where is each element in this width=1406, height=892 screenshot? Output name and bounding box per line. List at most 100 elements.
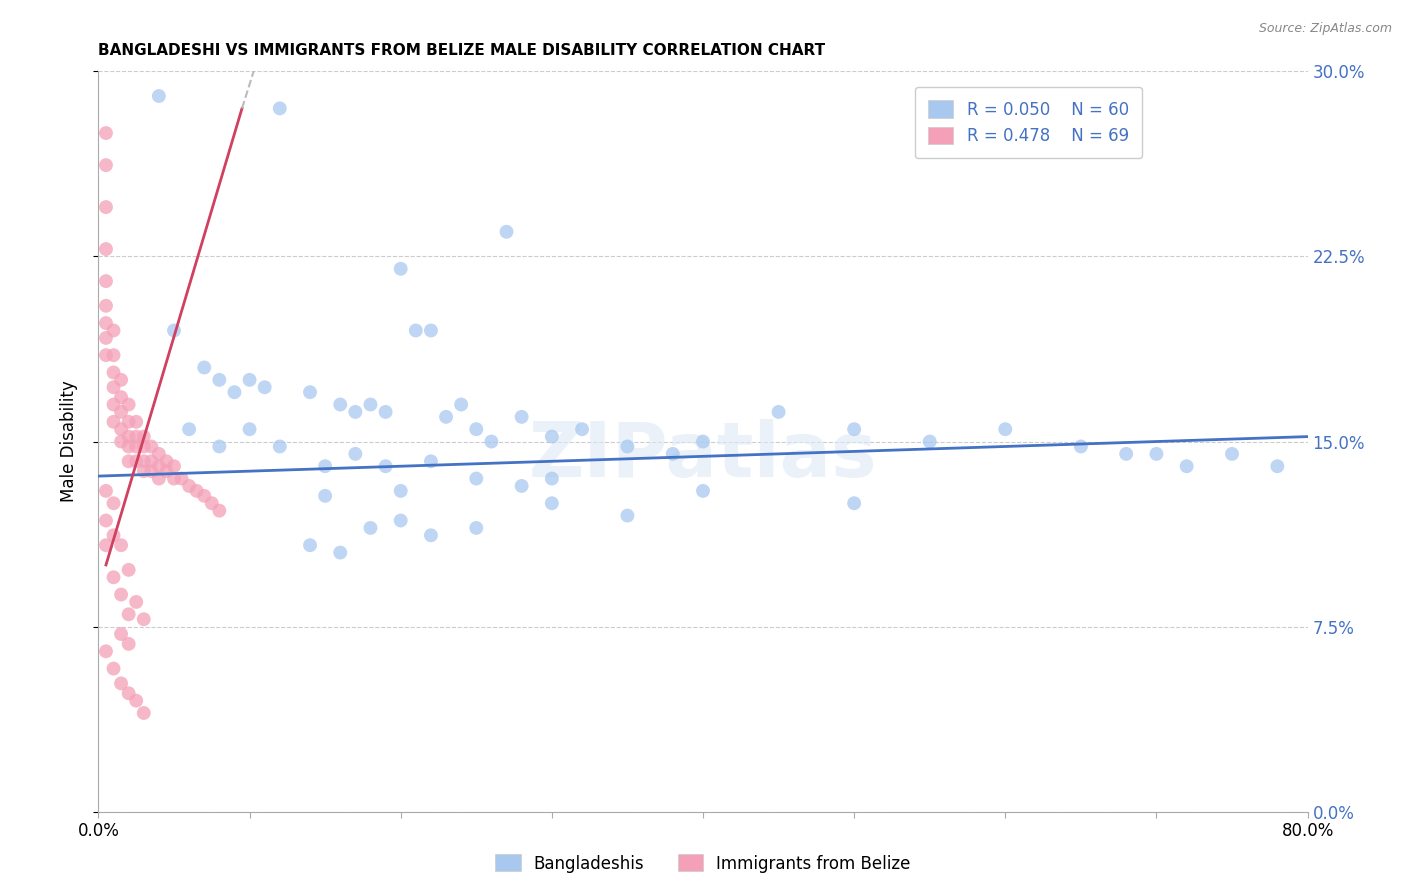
Point: [269, 102, 291, 116]
Point: [94, 200, 117, 214]
Point: [125, 429, 148, 443]
Point: [94, 331, 117, 345]
Legend: R = 0.050    N = 60, R = 0.478    N = 69: R = 0.050 N = 60, R = 0.478 N = 69: [915, 87, 1142, 159]
Text: BANGLADESHI VS IMMIGRANTS FROM BELIZE MALE DISABILITY CORRELATION CHART: BANGLADESHI VS IMMIGRANTS FROM BELIZE MA…: [98, 43, 825, 58]
Point: [118, 454, 141, 468]
Point: [844, 422, 866, 436]
Point: [420, 324, 443, 338]
Point: [329, 398, 352, 412]
Point: [1175, 459, 1198, 474]
Point: [132, 706, 155, 720]
Point: [118, 686, 141, 700]
Point: [299, 385, 322, 400]
Point: [118, 607, 141, 622]
Point: [661, 447, 683, 461]
Point: [201, 496, 224, 510]
Point: [118, 415, 141, 429]
Point: [179, 479, 201, 493]
Point: [163, 324, 186, 338]
Y-axis label: Male Disability: Male Disability: [59, 381, 77, 502]
Point: [389, 483, 412, 498]
Point: [118, 398, 141, 412]
Point: [110, 434, 132, 449]
Point: [118, 563, 141, 577]
Point: [110, 405, 132, 419]
Point: [450, 398, 472, 412]
Point: [103, 496, 125, 510]
Point: [94, 242, 117, 256]
Point: [110, 627, 132, 641]
Point: [465, 471, 488, 485]
Point: [208, 503, 231, 517]
Point: [148, 89, 170, 103]
Point: [329, 546, 352, 560]
Point: [125, 454, 148, 468]
Point: [110, 390, 132, 404]
Point: [374, 405, 396, 419]
Point: [186, 483, 208, 498]
Point: [132, 429, 155, 443]
Point: [692, 483, 714, 498]
Point: [170, 471, 193, 485]
Point: [253, 380, 276, 394]
Point: [110, 422, 132, 436]
Point: [94, 126, 117, 140]
Point: [141, 454, 163, 468]
Point: [132, 464, 155, 478]
Point: [360, 521, 382, 535]
Point: [1144, 447, 1167, 461]
Point: [125, 415, 148, 429]
Point: [103, 415, 125, 429]
Point: [208, 440, 231, 454]
Point: [110, 676, 132, 690]
Legend: Bangladeshis, Immigrants from Belize: Bangladeshis, Immigrants from Belize: [489, 847, 917, 880]
Point: [110, 588, 132, 602]
Point: [510, 479, 533, 493]
Point: [239, 373, 262, 387]
Text: Source: ZipAtlas.com: Source: ZipAtlas.com: [1258, 22, 1392, 36]
Point: [103, 398, 125, 412]
Point: [918, 434, 941, 449]
Point: [510, 409, 533, 424]
Point: [148, 447, 170, 461]
Point: [389, 514, 412, 528]
Point: [103, 662, 125, 676]
Point: [94, 483, 117, 498]
Point: [571, 422, 593, 436]
Point: [224, 385, 246, 400]
Point: [132, 440, 155, 454]
Point: [118, 440, 141, 454]
Point: [314, 459, 336, 474]
Point: [1267, 459, 1289, 474]
Point: [420, 454, 443, 468]
Point: [269, 440, 291, 454]
Point: [103, 380, 125, 394]
Point: [94, 316, 117, 330]
Point: [616, 508, 638, 523]
Point: [94, 538, 117, 552]
Point: [299, 538, 322, 552]
Point: [155, 454, 177, 468]
Point: [179, 422, 201, 436]
Point: [692, 434, 714, 449]
Point: [481, 434, 503, 449]
Point: [360, 398, 382, 412]
Point: [132, 612, 155, 626]
Point: [314, 489, 336, 503]
Point: [110, 538, 132, 552]
Point: [844, 496, 866, 510]
Point: [103, 570, 125, 584]
Point: [1115, 447, 1137, 461]
Point: [420, 528, 443, 542]
Point: [132, 454, 155, 468]
Point: [1070, 440, 1092, 454]
Point: [163, 459, 186, 474]
Point: [465, 521, 488, 535]
Point: [125, 440, 148, 454]
Point: [141, 464, 163, 478]
Point: [110, 373, 132, 387]
Point: [163, 471, 186, 485]
Point: [374, 459, 396, 474]
Point: [344, 447, 367, 461]
Point: [141, 440, 163, 454]
